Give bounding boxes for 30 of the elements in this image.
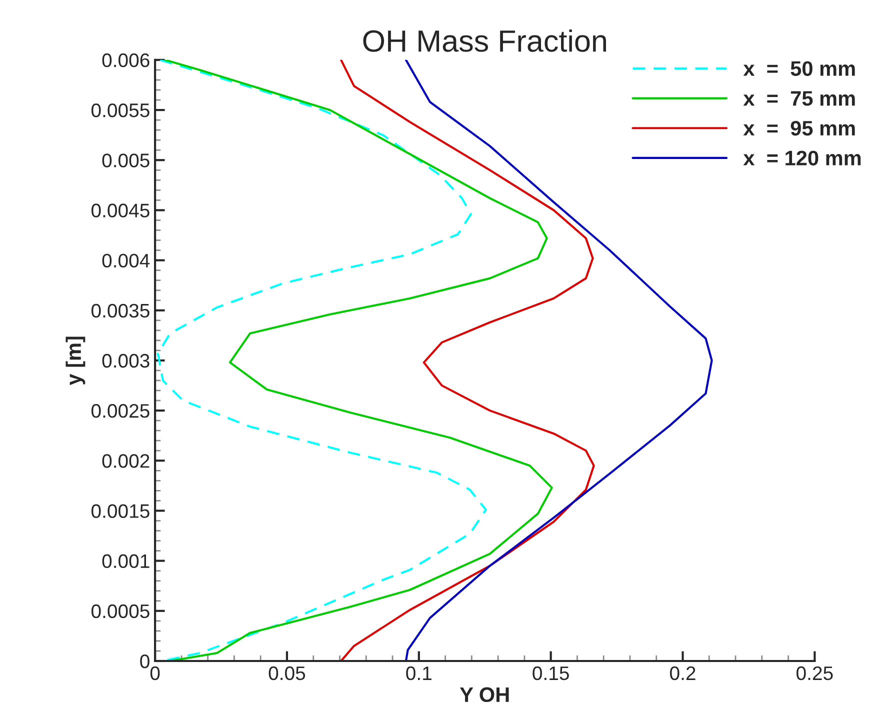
legend-label: x = 95 mm (743, 120, 855, 136)
legend-label: x = 75 mm (743, 91, 855, 106)
y-tick-label: 0.0005 (91, 604, 150, 618)
legend-label: x = 120 mm (743, 150, 861, 166)
y-tick-label: 0.002 (102, 454, 150, 468)
y-tick-label: 0.0035 (91, 304, 150, 318)
y-tick-label: 0.001 (102, 554, 150, 568)
y-tick-label: 0.0025 (91, 404, 150, 418)
y-tick-label: 0 (140, 654, 150, 668)
x-tick-label: 0.25 (796, 666, 833, 680)
y-axis-title: y [m] (66, 336, 86, 386)
y-tick-label: 0.006 (102, 53, 150, 68)
y-tick-label: 0.0015 (91, 504, 150, 518)
y-tick-label: 0.005 (102, 154, 150, 168)
line-series (164, 60, 553, 661)
x-axis-title: Y OH (460, 687, 509, 702)
y-tick-label: 0.004 (102, 254, 150, 268)
x-tick-label: 0.2 (670, 666, 696, 680)
x-tick-label: 0.15 (532, 666, 569, 680)
y-tick-label: 0.0055 (91, 103, 150, 118)
legend-label: x = 50 mm (743, 61, 855, 76)
line-series (156, 60, 487, 661)
chart-title: OH Mass Fraction (363, 29, 606, 52)
y-tick-label: 0.003 (102, 354, 150, 368)
x-tick-label: 0.1 (406, 666, 432, 680)
y-tick-label: 0.0045 (91, 204, 150, 218)
x-tick-label: 0 (150, 666, 160, 680)
line-series (404, 60, 713, 661)
x-tick-label: 0.05 (268, 666, 306, 680)
line-series (340, 60, 595, 661)
